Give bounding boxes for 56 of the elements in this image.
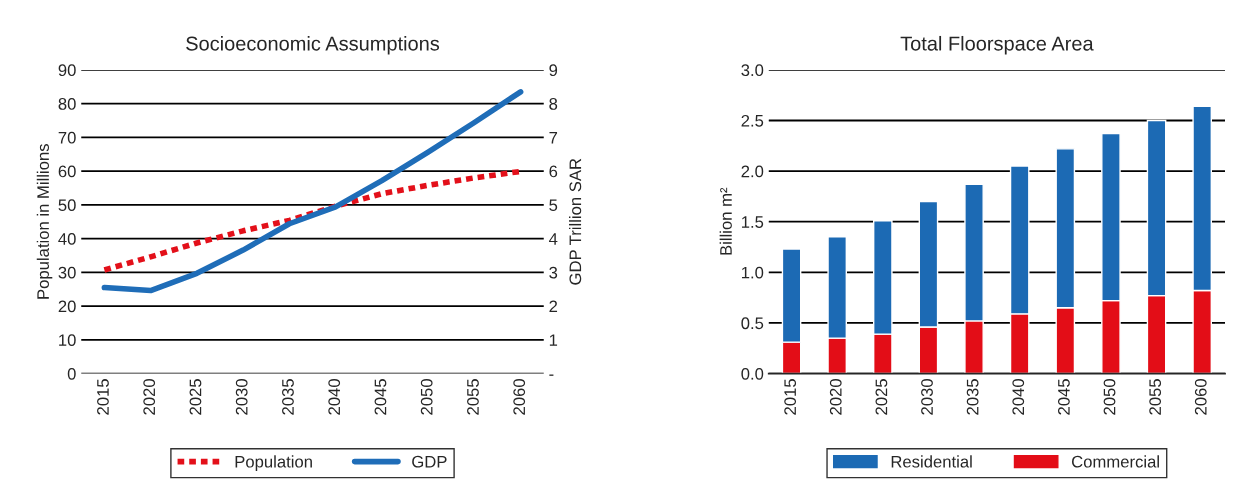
y-tick-label: 2.5 [741,114,764,127]
y2-tick-label: 3 [549,266,558,279]
y-tick-label: 0.0 [741,367,764,380]
y-tick-label: 30 [58,266,76,279]
y-tick-label: 80 [58,98,76,110]
x-tick-label: 2025 [875,379,888,415]
y2-tick-label: 2 [549,300,558,313]
y2-tick-label: 9 [549,64,558,77]
y-axis-title: Population in Millions [36,144,53,299]
x-tick-label: 2035 [282,379,294,415]
y2-tick-label: 1 [549,334,558,346]
y2-tick-label: 4 [548,233,558,245]
x-tick-label: 2045 [374,379,387,415]
y-tick-label: 50 [58,199,76,212]
x-tick-label: 2035 [966,379,979,415]
y-tick-label: 3.0 [741,64,764,77]
y-tick-label: 0 [67,367,76,380]
x-tick-label: 2050 [420,379,433,415]
x-tick-label: 2015 [97,379,109,415]
x-tick-label: 2030 [235,379,248,415]
y-tick-label: 1.0 [741,266,764,279]
y-tick-label: 1.5 [741,216,764,228]
y-tick-label: 10 [59,334,76,347]
x-tick-label: 2040 [1012,379,1025,415]
y2-tick-label: 7 [549,131,558,144]
y-tick-label: 2.0 [741,165,764,178]
y-tick-label: 90 [58,64,76,77]
legend-label: Residential [891,455,972,468]
y-tick-label: 20 [58,300,76,313]
x-tick-label: 2040 [328,379,341,415]
x-tick-label: 2060 [513,379,526,415]
x-tick-label: 2020 [829,379,842,415]
x-tick-label: 2030 [921,379,933,415]
y-tick-label: 60 [58,165,76,178]
x-tick-label: 2045 [1057,379,1070,415]
legend-label: GDP [412,455,447,468]
y2-tick-label: 6 [549,165,558,178]
legend-label: Commercial [1072,455,1159,468]
chart-title: Total Floorspace Area [900,35,1094,55]
y-axis-title: Billion m² [719,187,732,255]
x-tick-label: 2020 [143,379,156,415]
x-tick-label: 2025 [189,379,202,415]
y2-tick-label: 5 [549,199,558,212]
y2-axis-title: GDP Trillion SAR [568,158,582,285]
x-tick-label: 2015 [784,379,797,415]
x-tick-label: 2055 [467,379,479,415]
y2-tick-label: 8 [549,98,558,110]
y-tick-label: 70 [58,131,76,144]
x-tick-label: 2055 [1149,379,1162,415]
x-tick-label: 2060 [1194,379,1207,415]
y-tick-label: 40 [58,232,76,245]
chart-title: Socioeconomic Assumptions [186,35,440,55]
y2-tick-label: - [549,374,554,376]
y-tick-label: 0.5 [741,317,764,330]
x-tick-label: 2050 [1103,379,1116,415]
legend-label: Population [235,455,312,471]
